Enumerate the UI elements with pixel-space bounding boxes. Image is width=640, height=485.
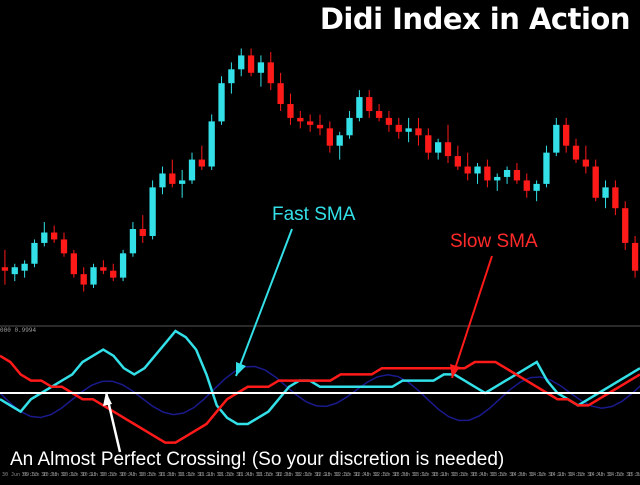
bear-candle	[169, 173, 175, 183]
bear-candle	[622, 208, 628, 243]
slow-sma-line	[0, 356, 640, 443]
bear-candle	[81, 274, 87, 284]
bear-candle	[366, 97, 372, 111]
bull-candle	[435, 142, 441, 152]
bear-candle	[327, 128, 333, 145]
bear-candle	[524, 180, 530, 190]
bear-candle	[445, 142, 451, 156]
bear-candle	[199, 160, 205, 167]
bull-candle	[179, 180, 185, 183]
bull-candle	[356, 97, 362, 118]
bull-candle	[159, 173, 165, 187]
bear-candle	[455, 156, 461, 166]
bull-candle	[90, 267, 96, 284]
bear-candle	[307, 121, 313, 124]
bull-candle	[258, 62, 264, 72]
bull-candle	[533, 184, 539, 191]
bull-candle	[543, 153, 549, 184]
bull-candle	[238, 55, 244, 69]
bear-candle	[593, 167, 599, 198]
bear-candle	[484, 167, 490, 181]
slow-sma-arrow	[452, 256, 492, 378]
bull-candle	[474, 167, 480, 174]
bear-candle	[248, 55, 254, 72]
bear-candle	[573, 146, 579, 160]
bull-candle	[218, 83, 224, 121]
bull-candle	[346, 118, 352, 135]
bull-candle	[494, 177, 500, 180]
bear-candle	[268, 62, 274, 83]
bull-candle	[602, 187, 608, 197]
bull-candle	[31, 243, 37, 264]
bear-candle	[612, 187, 618, 208]
bear-candle	[140, 229, 146, 236]
bull-candle	[504, 170, 510, 177]
bear-candle	[415, 128, 421, 135]
bull-candle	[209, 121, 215, 166]
bull-candle	[41, 233, 47, 243]
bear-candle	[563, 125, 569, 146]
slow-sma-label: Slow SMA	[450, 231, 538, 253]
bear-candle	[425, 135, 431, 152]
bull-candle	[189, 160, 195, 181]
bull-candle	[149, 187, 155, 236]
bull-candle	[130, 229, 136, 253]
bear-candle	[583, 160, 589, 167]
bear-candle	[386, 118, 392, 125]
fast-sma-label: Fast SMA	[272, 204, 355, 226]
bull-candle	[228, 69, 234, 83]
fast-sma-arrow	[236, 229, 292, 376]
indicator-value-label: 000 0.9994	[0, 327, 36, 334]
bull-candle	[21, 264, 27, 271]
bear-candle	[317, 125, 323, 128]
time-tick-label: 30 Jun 15:15	[626, 472, 640, 478]
bear-candle	[2, 267, 8, 270]
bear-candle	[287, 104, 293, 118]
bull-candle	[553, 125, 559, 153]
bear-candle	[465, 167, 471, 174]
bull-candle	[405, 128, 411, 131]
page-title: Didi Index in Action	[320, 2, 630, 36]
crossing-caption: An Almost Perfect Crossing! (So your dis…	[10, 449, 504, 471]
bear-candle	[376, 111, 382, 118]
bear-candle	[396, 125, 402, 132]
bull-candle	[120, 253, 126, 277]
bear-candle	[51, 233, 57, 240]
bull-candle	[12, 267, 18, 274]
bear-candle	[514, 170, 520, 180]
fast-sma-arrowhead	[236, 362, 246, 376]
bear-candle	[277, 83, 283, 104]
bear-candle	[100, 267, 106, 270]
fast-sma-line	[0, 331, 640, 424]
bear-candle	[71, 253, 77, 274]
bear-candle	[61, 239, 67, 253]
bear-candle	[632, 243, 638, 271]
bear-candle	[297, 118, 303, 121]
bear-candle	[110, 271, 116, 278]
bull-candle	[337, 135, 343, 145]
